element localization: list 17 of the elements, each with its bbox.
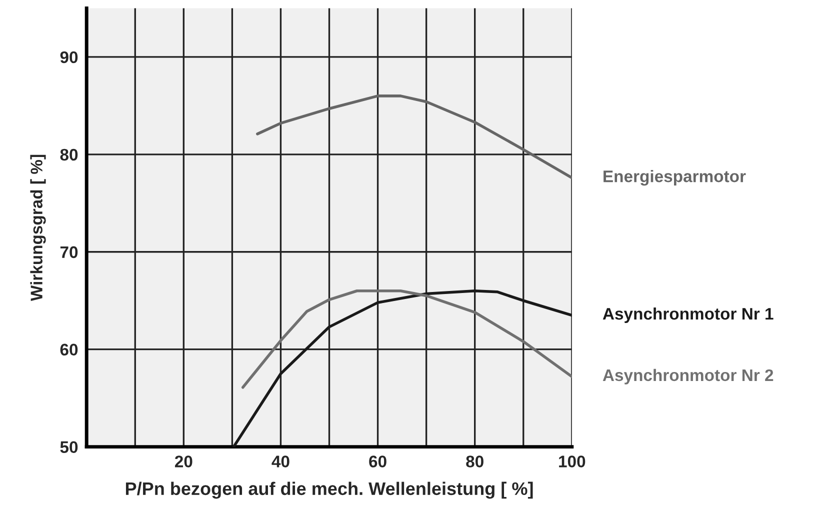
y-axis-title: Wirkungsgrad [ %]: [30, 154, 46, 302]
x-tick-label: 20: [174, 456, 192, 468]
line-series: [256, 94, 572, 180]
series-label: Asynchronmotor Nr 2: [602, 368, 774, 384]
y-tick-label: 70: [60, 246, 78, 258]
x-tick-label: 40: [272, 456, 290, 468]
line-series: [241, 289, 572, 389]
y-tick-label: 80: [60, 148, 78, 161]
y-tick-label: 50: [60, 441, 78, 454]
x-tick-label: 100: [559, 456, 586, 468]
x-tick-label: 60: [369, 456, 386, 468]
y-tick-label: 90: [60, 51, 78, 64]
x-tick-label: 80: [466, 456, 484, 468]
series-label: Asynchronmotor Nr 1: [602, 307, 774, 324]
y-tick-label: 60: [60, 344, 78, 356]
x-axis-title: P/Pn bezogen auf die mech. Wellenleistung [ %]: [126, 482, 533, 499]
series-label: Energiesparmotor: [604, 170, 746, 186]
